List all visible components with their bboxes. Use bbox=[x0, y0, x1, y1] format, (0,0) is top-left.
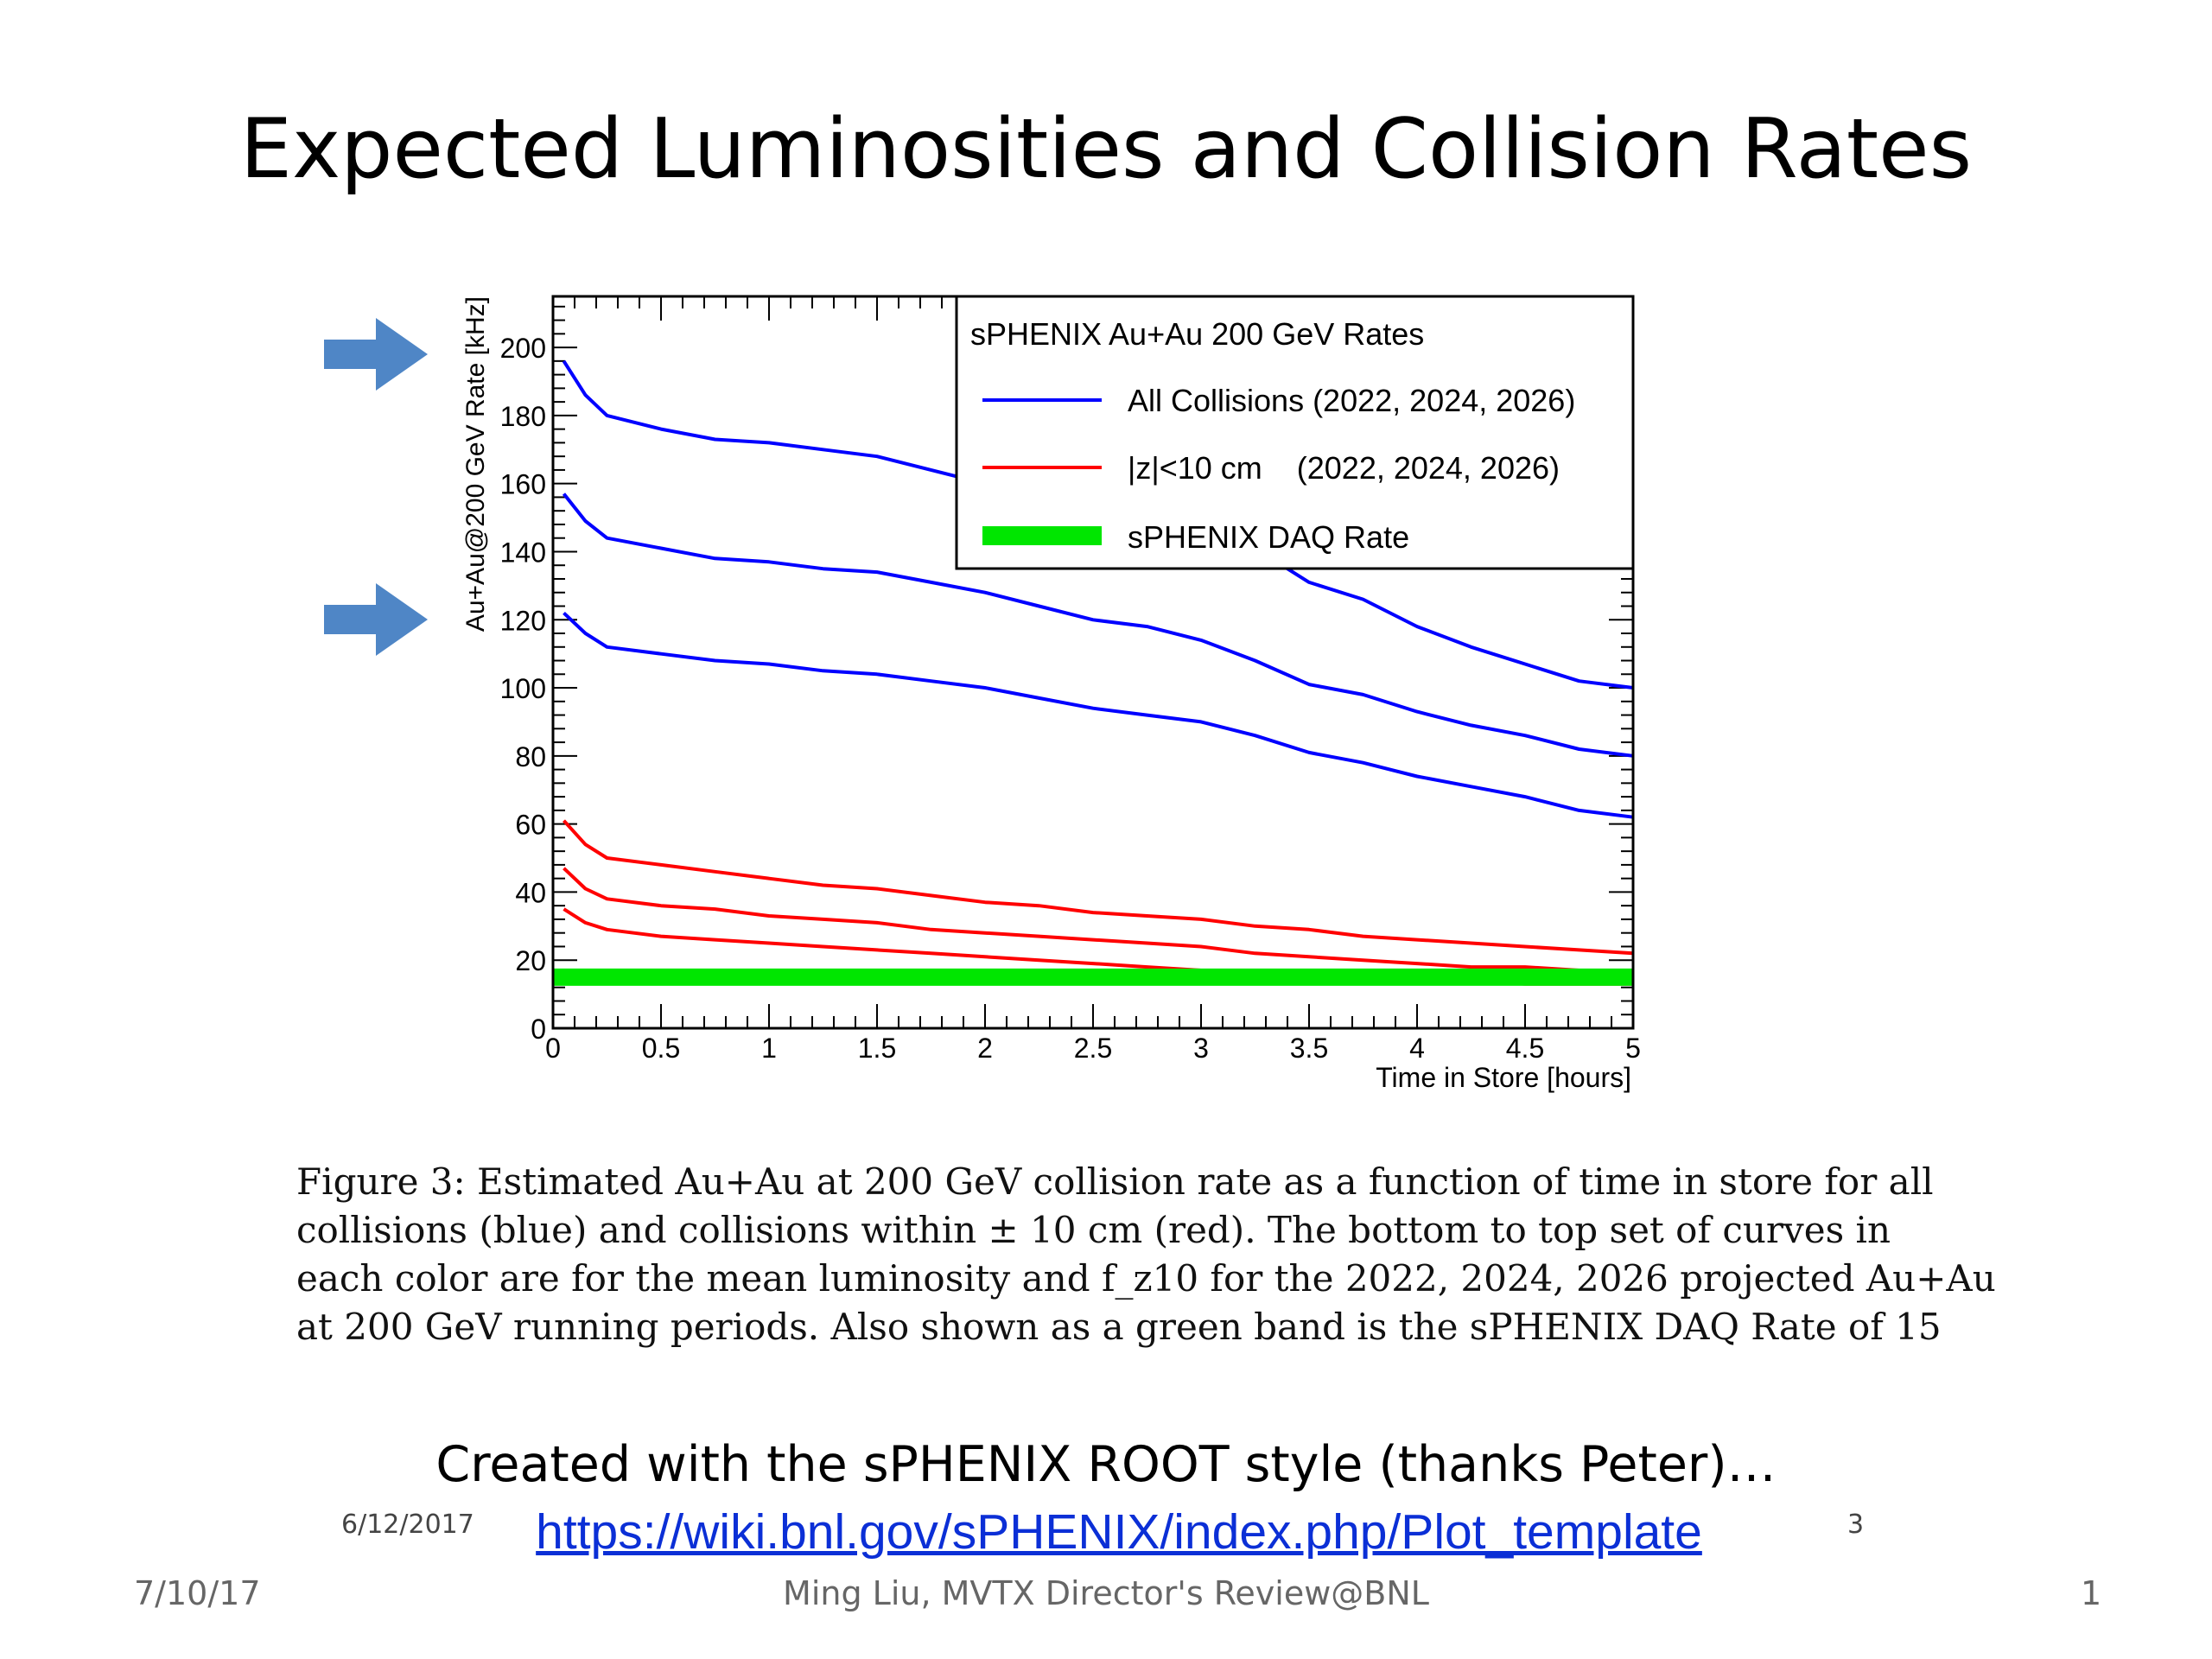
caption-line: at 200 GeV running periods. Also shown a… bbox=[296, 1306, 1942, 1348]
caption-line: collisions (blue) and collisions within … bbox=[296, 1209, 1891, 1251]
x-tick-label: 2 bbox=[977, 1033, 993, 1064]
arrow-top-icon bbox=[324, 318, 428, 391]
series-line-4 bbox=[563, 819, 1634, 956]
footer-date: 7/10/17 bbox=[134, 1574, 261, 1612]
x-tick-label: 2.5 bbox=[1074, 1033, 1112, 1064]
inner-slide-page: 3 bbox=[1847, 1510, 1865, 1540]
legend-title: sPHENIX Au+Au 200 GeV Rates bbox=[970, 316, 1424, 352]
x-tick-label: 1 bbox=[761, 1033, 777, 1064]
y-tick-label: 160 bbox=[500, 469, 546, 500]
legend-label-daq: sPHENIX DAQ Rate bbox=[1128, 519, 1409, 555]
x-tick-label: 5 bbox=[1625, 1033, 1641, 1064]
y-tick-label: 140 bbox=[500, 537, 546, 568]
series-line-3 bbox=[563, 611, 1634, 819]
legend-label-all: All Collisions (2022, 2024, 2026) bbox=[1128, 383, 1575, 418]
x-tick-label: 1.5 bbox=[858, 1033, 896, 1064]
x-tick-label: 0 bbox=[545, 1033, 561, 1064]
footer-page-number: 1 bbox=[2081, 1574, 2102, 1612]
caption-line: each color are for the mean luminosity a… bbox=[296, 1257, 1996, 1300]
tick-labels: 0 20 40 60 80 100 120 140 160 180 200 0 0.5 1 1.5 2 2.5 3… bbox=[500, 333, 1641, 1064]
legend-label-z: |z|<10 cm (2022, 2024, 2026) bbox=[1128, 450, 1560, 486]
y-tick-label: 100 bbox=[500, 673, 546, 704]
created-note: Created with the sPHENIX ROOT style (tha… bbox=[435, 1436, 1777, 1493]
figure-caption: Figure 3: Estimated Au+Au at 200 GeV col… bbox=[296, 1158, 1996, 1351]
y-tick-label: 20 bbox=[515, 945, 546, 976]
y-tick-label: 60 bbox=[515, 810, 546, 841]
y-tick-label: 180 bbox=[500, 401, 546, 432]
x-tick-label: 3.5 bbox=[1290, 1033, 1328, 1064]
y-tick-label: 200 bbox=[500, 333, 546, 364]
y-tick-label: 80 bbox=[515, 741, 546, 772]
legend-box bbox=[955, 295, 1635, 570]
footer-presenter: Ming Liu, MVTX Director's Review@BNL bbox=[783, 1574, 1429, 1612]
series-line-2 bbox=[562, 493, 1634, 758]
series-line-5 bbox=[563, 867, 1633, 972]
x-axis-label: Time in Store [hours] bbox=[1376, 1062, 1631, 1093]
x-tick-label: 3 bbox=[1193, 1033, 1209, 1064]
arrow-middle-icon bbox=[324, 583, 428, 656]
x-tick-label: 4.5 bbox=[1506, 1033, 1544, 1064]
y-axis-label: Au+Au@200 GeV Rate [kHz] bbox=[461, 296, 490, 632]
inner-slide-date: 6/12/2017 bbox=[341, 1510, 474, 1540]
y-tick-label: 120 bbox=[500, 605, 546, 636]
y-tick-label: 0 bbox=[531, 1014, 546, 1045]
x-tick-label: 4 bbox=[1409, 1033, 1425, 1064]
left-arrows bbox=[324, 318, 428, 656]
caption-line: Figure 3: Estimated Au+Au at 200 GeV col… bbox=[296, 1160, 1934, 1203]
y-tick-label: 40 bbox=[515, 877, 546, 908]
plot-template-link[interactable]: https://wiki.bnl.gov/sPHENIX/index.php/P… bbox=[536, 1504, 1702, 1560]
legend: sPHENIX Au+Au 200 GeV Rates All Collisio… bbox=[955, 295, 1635, 570]
slide-title: Expected Luminosities and Collision Rate… bbox=[239, 102, 1973, 197]
x-tick-label: 0.5 bbox=[642, 1033, 680, 1064]
